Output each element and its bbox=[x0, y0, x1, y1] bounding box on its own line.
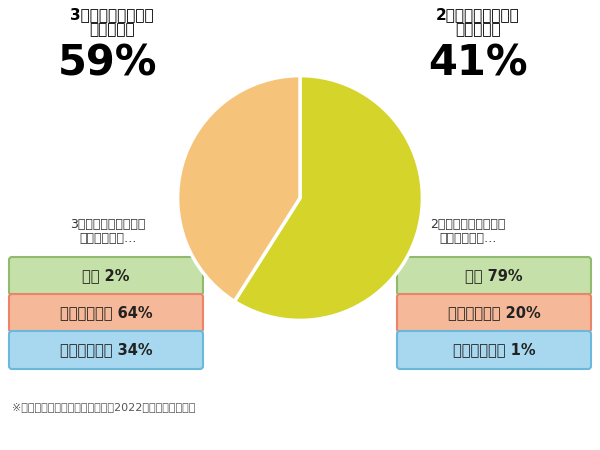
Text: 激安 79%: 激安 79% bbox=[465, 269, 523, 284]
Text: スタンダード 20%: スタンダード 20% bbox=[448, 306, 541, 320]
Text: 激安 2%: 激安 2% bbox=[82, 269, 130, 284]
FancyBboxPatch shape bbox=[397, 331, 591, 369]
Text: 価格帯割合は…: 価格帯割合は… bbox=[79, 232, 137, 245]
Text: 価格帯割合は…: 価格帯割合は… bbox=[439, 232, 497, 245]
FancyBboxPatch shape bbox=[397, 257, 591, 295]
FancyBboxPatch shape bbox=[397, 294, 591, 332]
Text: 2口タイプ交換工事の: 2口タイプ交換工事の bbox=[430, 218, 506, 231]
Text: ※当社運営サイト全体において、2022年の販売実績より: ※当社運営サイト全体において、2022年の販売実績より bbox=[12, 402, 196, 412]
Text: 全体のうち: 全体のうち bbox=[455, 22, 501, 37]
FancyBboxPatch shape bbox=[9, 257, 203, 295]
Text: 41%: 41% bbox=[428, 42, 528, 84]
Wedge shape bbox=[178, 76, 300, 302]
Text: 3口タイプの交換は: 3口タイプの交換は bbox=[70, 7, 154, 22]
Text: 全体のうち: 全体のうち bbox=[89, 22, 135, 37]
Text: 2口タイプの交換は: 2口タイプの交換は bbox=[436, 7, 520, 22]
Wedge shape bbox=[235, 76, 422, 320]
Text: ハイグレード 34%: ハイグレード 34% bbox=[59, 342, 152, 357]
Text: 59%: 59% bbox=[58, 42, 158, 84]
FancyBboxPatch shape bbox=[9, 294, 203, 332]
Text: スタンダード 64%: スタンダード 64% bbox=[59, 306, 152, 320]
Text: ハイグレード 1%: ハイグレード 1% bbox=[452, 342, 535, 357]
Text: 3口タイプ交換工事の: 3口タイプ交換工事の bbox=[70, 218, 146, 231]
FancyBboxPatch shape bbox=[9, 331, 203, 369]
